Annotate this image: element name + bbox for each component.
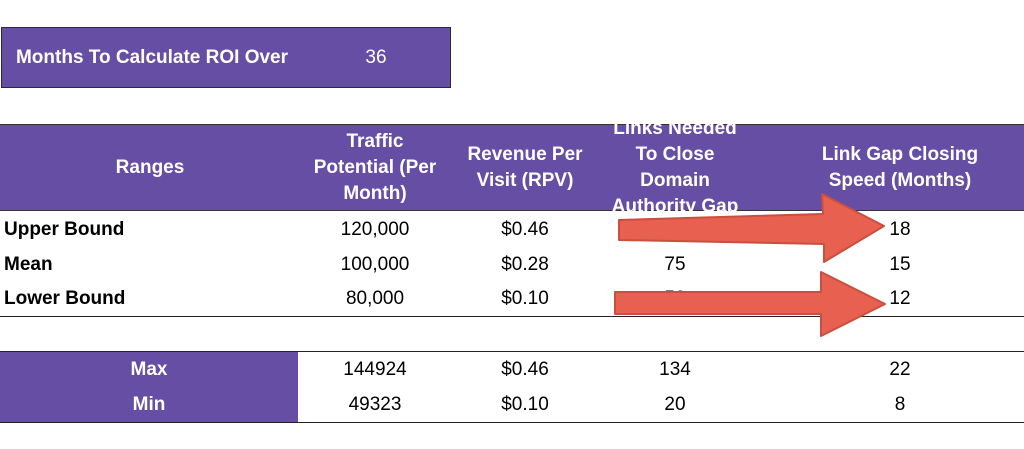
header-revenue-per-visit: Revenue Per Visit (RPV) xyxy=(467,143,583,191)
summary-label: Max xyxy=(0,352,298,387)
summary-top-rule xyxy=(0,351,1024,352)
roi-months-label: Months To Calculate ROI Over xyxy=(15,46,289,68)
row-label: Upper Bound xyxy=(4,219,125,240)
header-traffic-potential: Traffic Potential (Per Month) xyxy=(313,130,437,204)
summary-row-max: Max 144924 $0.46 134 22 xyxy=(0,352,1024,387)
rpv-cell[interactable]: $0.28 xyxy=(501,254,549,275)
links-cell[interactable]: 134 xyxy=(659,358,691,380)
table-row: Mean 100,000 $0.28 75 15 xyxy=(0,248,1024,282)
summary-label: Min xyxy=(0,387,298,422)
rpv-cell[interactable]: $0.46 xyxy=(501,358,549,380)
traffic-cell[interactable]: 144924 xyxy=(343,358,407,380)
summary-bottom-rule xyxy=(0,422,1024,423)
rpv-cell[interactable]: $0.10 xyxy=(501,393,549,415)
traffic-cell[interactable]: 80,000 xyxy=(345,288,405,309)
speed-cell[interactable]: 12 xyxy=(889,288,911,309)
table-row: Lower Bound 80,000 $0.10 50 12 xyxy=(0,282,1024,316)
table-bottom-rule xyxy=(0,316,1024,317)
summary-row-min: Min 49323 $0.10 20 8 xyxy=(0,387,1024,422)
header-ranges: Ranges xyxy=(115,156,185,178)
links-cell[interactable]: 100 xyxy=(659,219,691,240)
links-cell[interactable]: 20 xyxy=(664,393,686,415)
rpv-cell[interactable]: $0.46 xyxy=(501,219,549,240)
links-cell[interactable]: 50 xyxy=(664,288,686,309)
traffic-cell[interactable]: 100,000 xyxy=(340,254,410,275)
speed-cell[interactable]: 18 xyxy=(889,219,911,240)
links-cell[interactable]: 75 xyxy=(664,254,686,275)
speed-cell[interactable]: 22 xyxy=(889,358,911,380)
roi-months-box: Months To Calculate ROI Over 36 xyxy=(1,27,451,88)
header-link-gap-speed: Link Gap Closing Speed (Months) xyxy=(821,143,979,191)
table-row: Upper Bound 120,000 $0.46 100 18 xyxy=(0,213,1024,247)
row-label: Lower Bound xyxy=(4,288,126,309)
traffic-cell[interactable]: 49323 xyxy=(348,393,402,415)
table-header: Ranges Traffic Potential (Per Month) Rev… xyxy=(0,117,1024,217)
speed-cell[interactable]: 15 xyxy=(889,254,911,275)
roi-months-value[interactable]: 36 xyxy=(365,46,387,68)
rpv-cell[interactable]: $0.10 xyxy=(501,288,549,309)
speed-cell[interactable]: 8 xyxy=(894,393,906,415)
traffic-cell[interactable]: 120,000 xyxy=(340,219,410,240)
row-label: Mean xyxy=(4,254,53,275)
header-links-needed: Links Needed To Close Domain Authority G… xyxy=(611,117,739,217)
